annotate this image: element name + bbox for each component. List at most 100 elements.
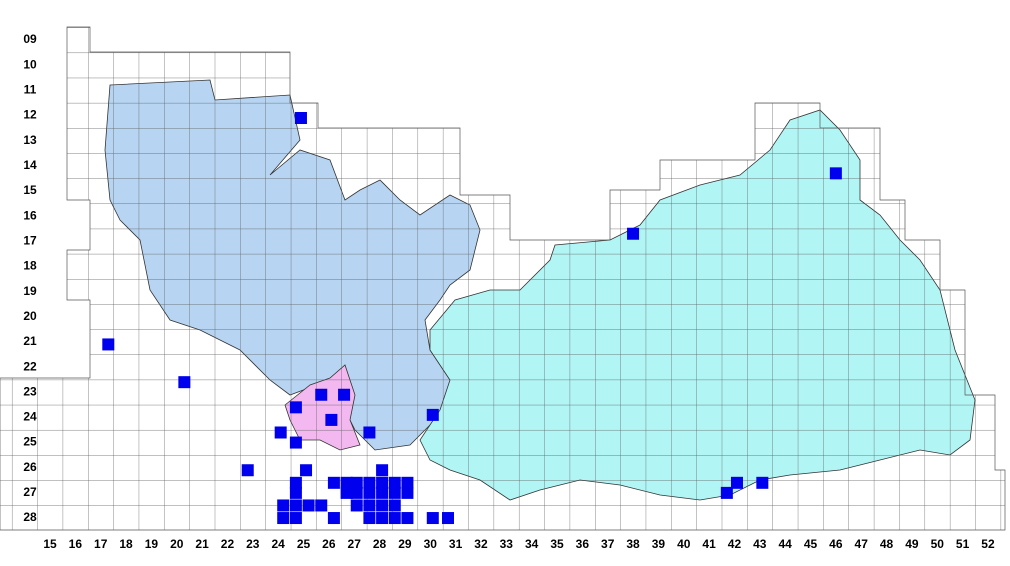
record-square bbox=[376, 464, 389, 477]
row-label: 15 bbox=[23, 183, 37, 197]
record-square bbox=[302, 499, 315, 512]
record-square bbox=[756, 476, 769, 489]
row-label: 09 bbox=[23, 32, 37, 46]
record-square bbox=[363, 499, 376, 512]
record-square bbox=[340, 486, 353, 499]
record-square bbox=[388, 476, 401, 489]
record-square bbox=[376, 486, 389, 499]
record-square bbox=[363, 476, 376, 489]
column-label: 29 bbox=[398, 537, 412, 551]
row-label: 25 bbox=[23, 435, 37, 449]
row-label: 11 bbox=[24, 82, 37, 96]
record-square bbox=[325, 413, 338, 426]
column-label: 41 bbox=[702, 537, 716, 551]
row-label: 19 bbox=[23, 284, 37, 298]
row-label: 27 bbox=[23, 485, 37, 499]
column-label: 47 bbox=[855, 537, 869, 551]
record-square bbox=[289, 401, 302, 414]
column-label: 16 bbox=[69, 537, 83, 551]
record-square bbox=[327, 512, 340, 525]
record-square bbox=[730, 476, 743, 489]
record-square bbox=[294, 111, 307, 124]
record-square bbox=[338, 388, 351, 401]
row-label: 18 bbox=[23, 259, 37, 273]
column-label: 15 bbox=[43, 537, 57, 551]
record-square bbox=[289, 499, 302, 512]
row-label: 17 bbox=[23, 233, 37, 247]
column-label: 31 bbox=[449, 537, 463, 551]
record-square bbox=[350, 476, 363, 489]
record-square bbox=[388, 486, 401, 499]
record-square bbox=[376, 512, 389, 525]
grid-labels: 09 10 11 12 13 14 15 16 17 18 19 20 21 22 23 24 25 26 27 28… bbox=[23, 32, 995, 551]
record-square bbox=[426, 408, 439, 421]
record-square bbox=[388, 512, 401, 525]
record-square bbox=[350, 486, 363, 499]
row-label: 26 bbox=[23, 460, 37, 474]
record-square bbox=[274, 426, 287, 439]
row-label: 28 bbox=[23, 510, 37, 524]
column-label: 27 bbox=[348, 537, 362, 551]
column-label: 35 bbox=[550, 537, 564, 551]
record-square bbox=[241, 464, 254, 477]
record-square bbox=[401, 476, 414, 489]
record-square bbox=[178, 376, 191, 389]
record-square bbox=[720, 486, 733, 499]
record-square bbox=[315, 388, 328, 401]
row-label: 23 bbox=[23, 384, 37, 398]
record-square bbox=[441, 512, 454, 525]
column-label: 44 bbox=[778, 537, 792, 551]
record-square bbox=[289, 486, 302, 499]
column-label: 45 bbox=[804, 537, 818, 551]
column-label: 17 bbox=[94, 537, 108, 551]
column-label: 21 bbox=[195, 537, 209, 551]
column-label: 34 bbox=[525, 537, 539, 551]
column-label: 28 bbox=[373, 537, 387, 551]
row-label: 10 bbox=[23, 57, 37, 71]
row-label: 20 bbox=[23, 309, 37, 323]
record-square bbox=[289, 436, 302, 449]
column-label: 42 bbox=[728, 537, 742, 551]
column-label: 33 bbox=[500, 537, 514, 551]
column-label: 49 bbox=[905, 537, 919, 551]
column-label: 26 bbox=[322, 537, 336, 551]
record-square bbox=[829, 167, 842, 180]
record-square bbox=[277, 512, 290, 525]
record-square bbox=[300, 464, 313, 477]
row-label: 13 bbox=[23, 133, 37, 147]
column-label: 38 bbox=[626, 537, 640, 551]
records bbox=[102, 111, 842, 525]
column-label: 22 bbox=[221, 537, 235, 551]
column-label: 46 bbox=[829, 537, 843, 551]
record-square bbox=[376, 476, 389, 489]
record-square bbox=[102, 338, 115, 351]
row-label: 14 bbox=[23, 158, 37, 172]
column-label: 30 bbox=[424, 537, 438, 551]
record-square bbox=[289, 476, 302, 489]
column-label: 50 bbox=[931, 537, 945, 551]
column-label: 52 bbox=[981, 537, 995, 551]
record-square bbox=[327, 476, 340, 489]
column-label: 32 bbox=[474, 537, 488, 551]
record-square bbox=[401, 486, 414, 499]
column-label: 20 bbox=[170, 537, 184, 551]
record-square bbox=[363, 512, 376, 525]
record-square bbox=[277, 499, 290, 512]
record-square bbox=[289, 512, 302, 525]
column-label: 19 bbox=[145, 537, 159, 551]
record-square bbox=[426, 512, 439, 525]
column-label: 18 bbox=[119, 537, 133, 551]
record-square bbox=[340, 476, 353, 489]
column-label: 39 bbox=[652, 537, 666, 551]
column-label: 24 bbox=[271, 537, 285, 551]
record-square bbox=[363, 426, 376, 439]
row-label: 24 bbox=[23, 410, 37, 424]
record-square bbox=[401, 512, 414, 525]
record-square bbox=[315, 499, 328, 512]
row-label: 22 bbox=[23, 359, 37, 373]
column-label: 51 bbox=[956, 537, 970, 551]
column-label: 40 bbox=[677, 537, 691, 551]
record-square bbox=[388, 499, 401, 512]
record-square bbox=[627, 227, 640, 240]
